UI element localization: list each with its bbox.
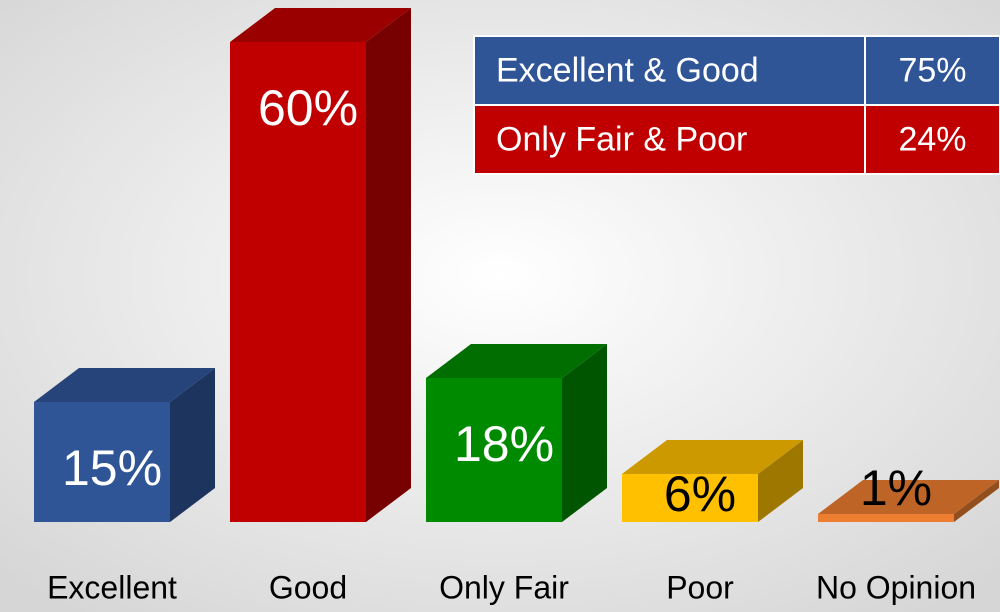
value-label: 60%: [258, 80, 358, 136]
table-text: 24%: [898, 120, 966, 158]
x-tick-label: Poor: [666, 569, 734, 605]
value-label: 1%: [860, 460, 932, 516]
bar: [230, 42, 366, 522]
bar: [818, 514, 954, 522]
bar-top: [818, 480, 999, 514]
bar: [34, 402, 170, 522]
bar-top: [34, 368, 215, 402]
bar-side: [758, 440, 803, 522]
x-tick-label: Good: [269, 569, 347, 605]
bar-top: [426, 344, 607, 378]
x-tick-label: Only Fair: [439, 569, 569, 605]
table-cell: [864, 35, 1000, 106]
bar: [426, 378, 562, 522]
value-label: 18%: [454, 416, 554, 472]
bar-side: [562, 344, 607, 522]
bar-side: [170, 368, 215, 522]
table-text: Only Fair & Poor: [496, 120, 747, 158]
bar-top: [622, 440, 803, 474]
table-cell: [864, 104, 1000, 175]
bar-side: [954, 480, 999, 522]
x-tick-label: Excellent: [47, 569, 177, 605]
x-tick-label: No Opinion: [816, 569, 976, 605]
bar-top: [230, 8, 411, 42]
bar-side: [366, 8, 411, 522]
bar: [622, 474, 758, 522]
value-label: 6%: [664, 466, 736, 522]
table-text: Excellent & Good: [496, 51, 759, 89]
table-text: 75%: [898, 51, 966, 89]
value-label: 15%: [62, 440, 162, 496]
